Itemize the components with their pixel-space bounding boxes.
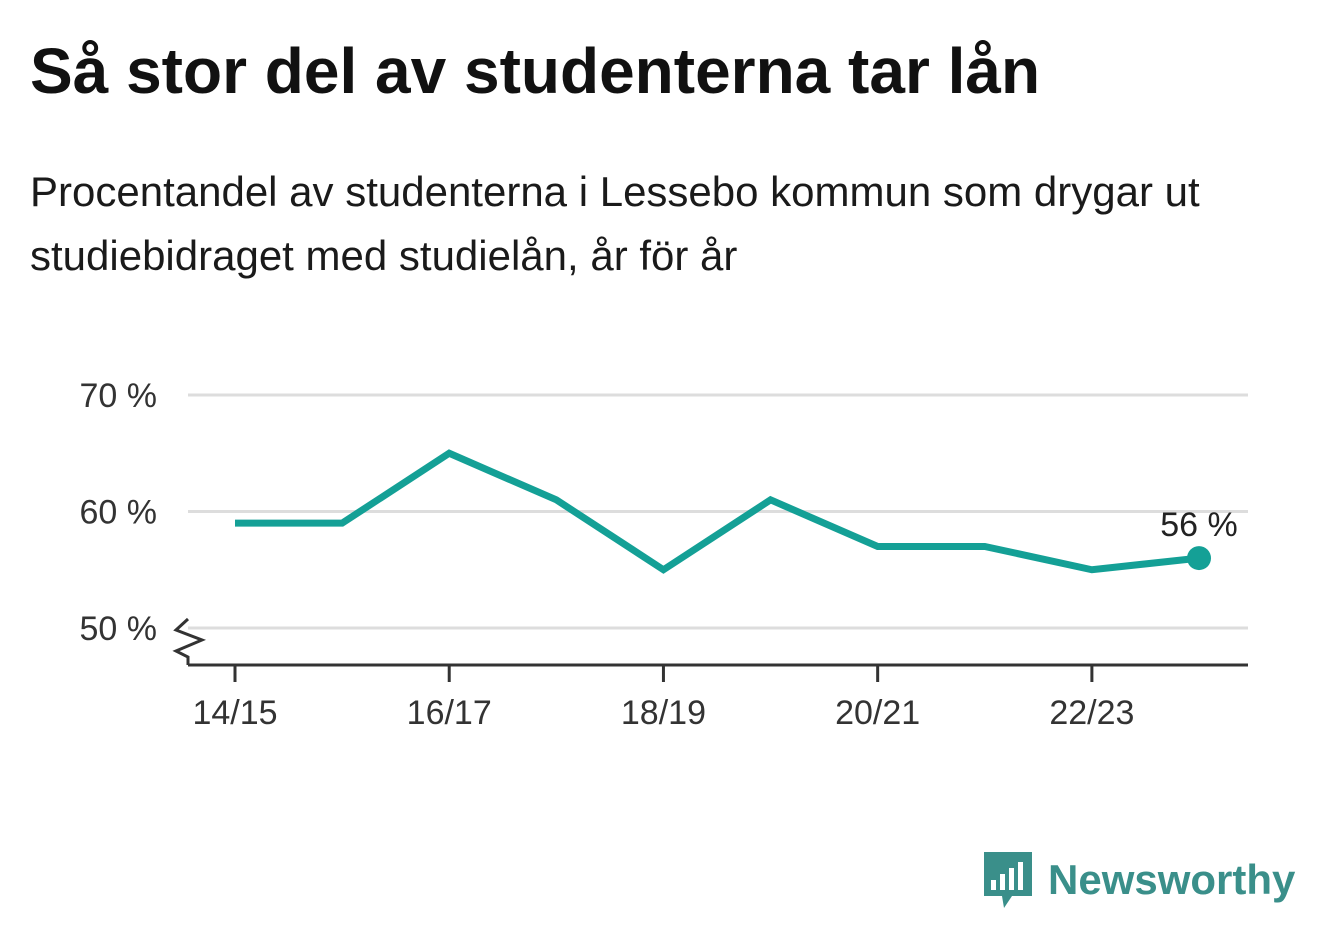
x-tick-label-16-17: 16/17: [407, 694, 492, 732]
chart-subtitle: Procentandel av studenterna i Lessebo ko…: [30, 168, 1200, 279]
y-axis-break-icon: [172, 617, 207, 665]
grid-lines: [188, 393, 1248, 630]
x-axis-ticks: 14/15 16/17 18/19 20/21 22/23: [192, 665, 1134, 732]
data-labels: 56 %: [1160, 506, 1238, 544]
x-tick-label-20-21: 20/21: [835, 694, 920, 732]
series-end-point-0: [1187, 546, 1211, 571]
brand-name: Newsworthy: [1048, 856, 1296, 903]
brand-logo: Newsworthy: [982, 850, 1295, 910]
series-layer: [235, 449, 1211, 574]
chart-title: Så stor del av studenterna tar lån: [30, 35, 1041, 107]
x-tick-label-18-19: 18/19: [621, 694, 706, 732]
x-tick-label-14-15: 14/15: [192, 694, 277, 732]
y-tick-label-70: 70 %: [80, 377, 158, 415]
y-tick-label-50: 50 %: [80, 610, 158, 648]
bar-chart-speech-bubble-icon: [984, 852, 1032, 908]
end-value-label: 56 %: [1160, 506, 1238, 544]
x-axis: [172, 617, 1248, 667]
series-line-0: [235, 449, 1200, 574]
y-axis-ticks: 50 % 60 % 70 %: [80, 377, 158, 648]
x-tick-label-22-23: 22/23: [1049, 694, 1134, 732]
y-tick-label-60: 60 %: [80, 494, 158, 532]
